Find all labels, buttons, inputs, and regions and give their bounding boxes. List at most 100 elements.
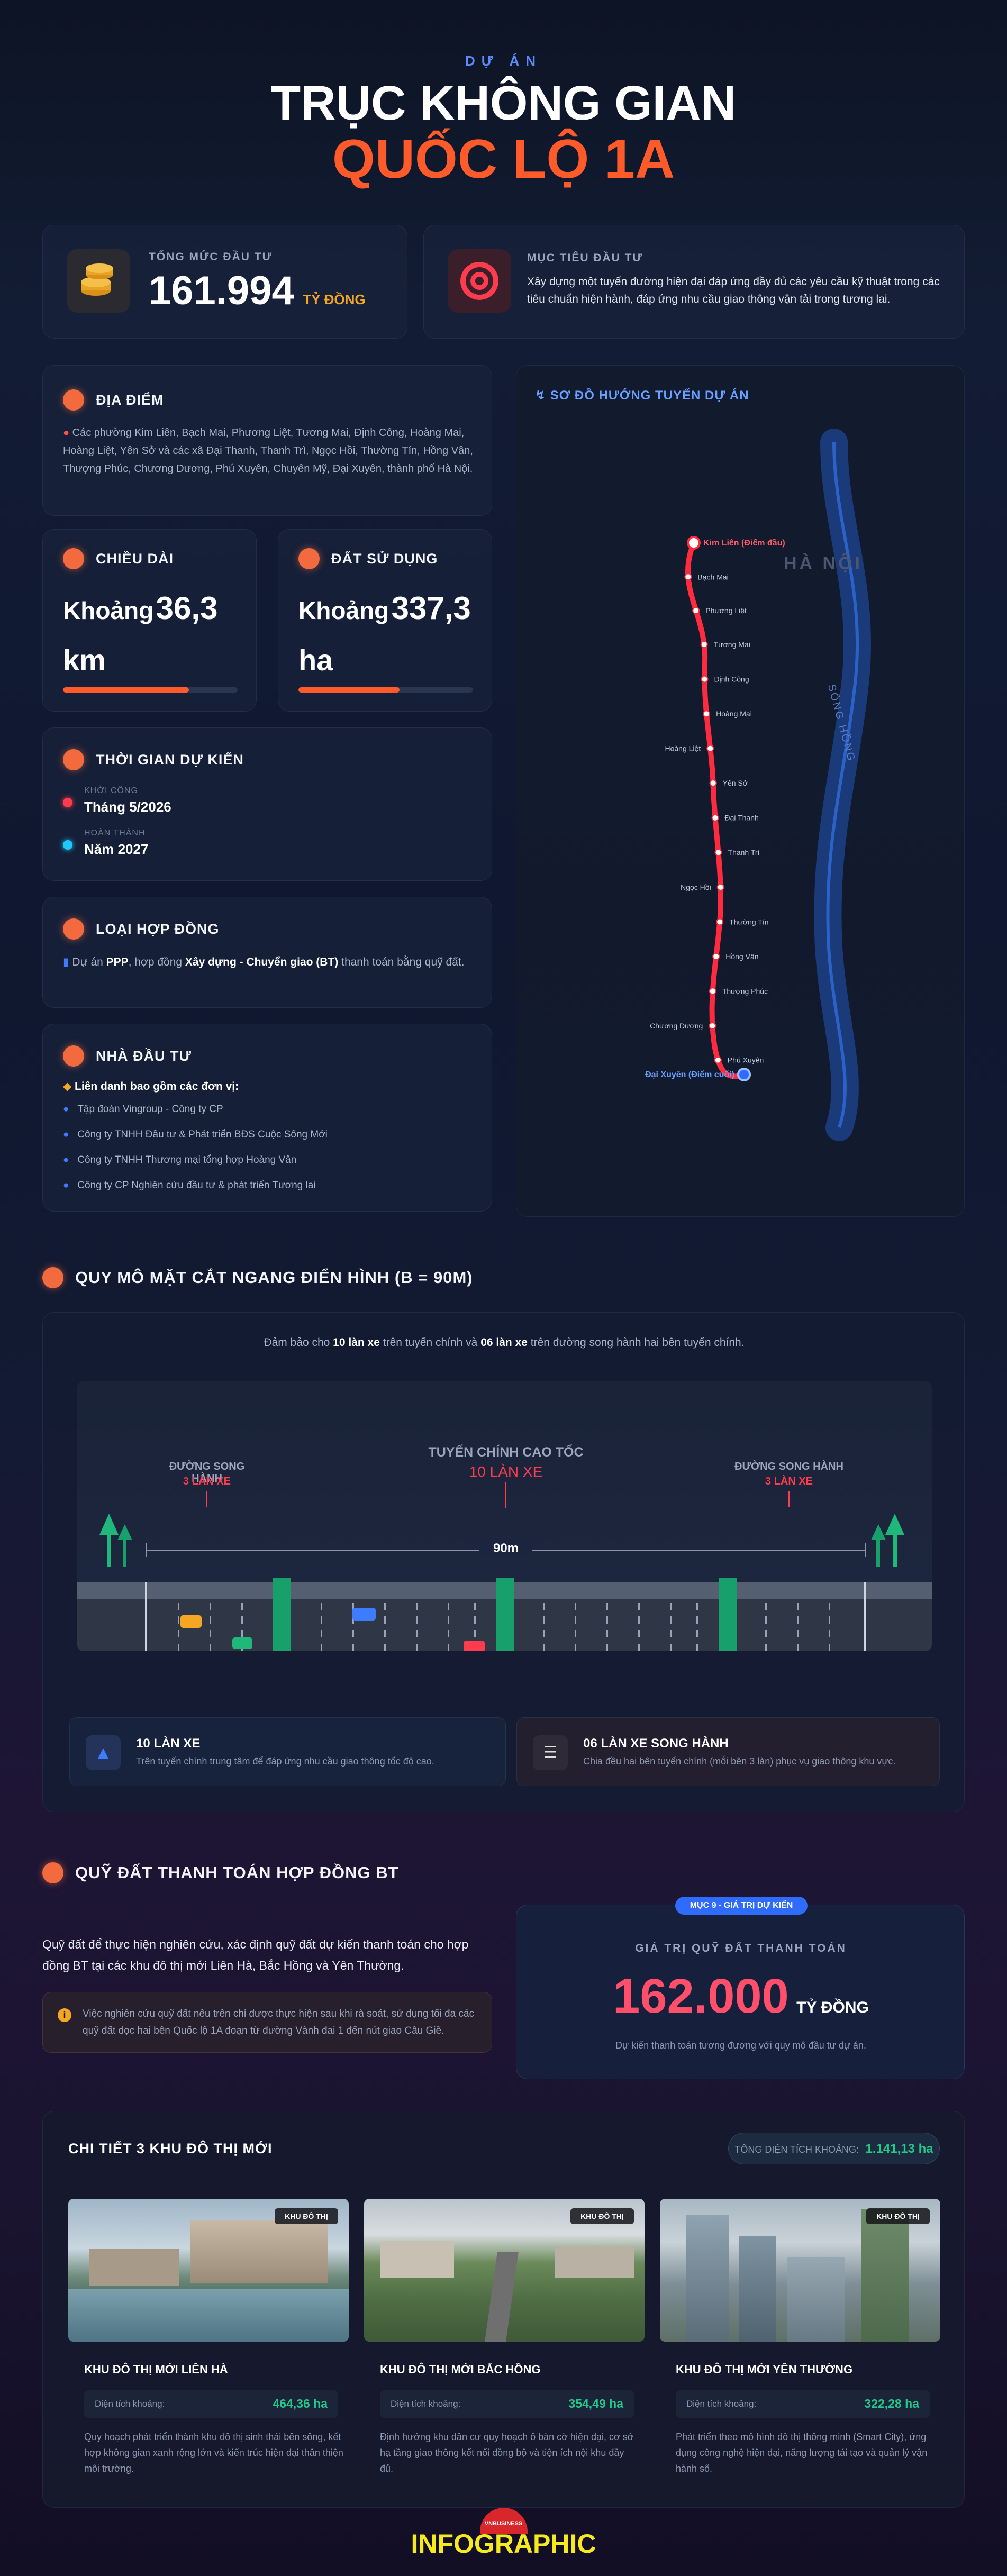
investor-name: Tập đoàn Vingroup - Công ty CP [77,1104,223,1115]
land-progress-fill [298,687,400,693]
list-item: ● Công ty CP Nghiên cứu đầu tư & phát tr… [63,1180,316,1191]
lane-dash [829,1644,830,1651]
route-stop-dot [737,1068,751,1081]
right-marker-line [788,1491,790,1507]
investors-intro: Liên danh bao gồm các đơn vị: [75,1080,239,1093]
water-shape [68,2289,349,2342]
page-title: TRỤC KHÔNG GIAN [270,76,737,130]
lane-dash [321,1630,322,1637]
lane-dash [352,1644,354,1651]
land-title: ĐẤT SỬ DỤNG [331,550,438,567]
route-stop-label: Thanh Trì [728,848,760,857]
contract-text-4: Xây dựng - Chuyển giao (BT) [185,956,339,968]
zone-area-box: Diện tích khoảng: 464,36 ha [84,2390,338,2418]
median-strip [496,1578,514,1651]
lane-dash [606,1616,608,1624]
zone-tag: KHU ĐÔ THỊ [570,2208,634,2224]
lane-dash [210,1630,211,1637]
investors-list: ● Tập đoàn Vingroup - Công ty CP ● Công … [63,1104,481,1205]
lane-dash [416,1603,418,1610]
building-shape [190,2220,328,2283]
car-icon [464,1641,485,1651]
lane-dash [178,1630,179,1637]
lane-dash [321,1644,322,1651]
length-progress-track [63,687,238,693]
location-header: ĐỊA ĐIỂM [63,389,164,411]
bt-value-label: GIÁ TRỊ QUỸ ĐẤT THANH TOÁN [635,1942,847,1954]
road-icon: ▲ [86,1735,121,1770]
lane-dash [384,1603,386,1610]
lane-dash [638,1616,640,1624]
lane-dash [416,1630,418,1637]
length-value-block: Khoảng 36,3 km [63,587,243,690]
investment-label: TỔNG MỨC ĐẦU TƯ [149,251,273,263]
zones-total-label: TỔNG DIỆN TÍCH KHOẢNG: [734,2144,859,2155]
start-label: KHỞI CÔNG [84,786,138,795]
lane-dash [797,1630,799,1637]
info2-title: 06 LÀN XE SONG HÀNH [583,1736,729,1751]
bullet-dot-icon [63,389,84,411]
zone-name: KHU ĐÔ THỊ MỚI YÊN THƯỜNG [676,2363,853,2376]
route-stop-label: Bạch Mai [697,572,728,581]
investment-value-row: 161.994 TỶ ĐỒNG [149,268,366,314]
lane-dash [543,1630,545,1637]
investment-unit: TỶ ĐỒNG [303,292,366,307]
parallel-road-icon: ☰ [533,1735,568,1770]
location-text-wrap: ● Các phường Kim Liên, Bạch Mai, Phương … [63,424,481,478]
lane-dash [352,1603,354,1610]
bt-value-note: Dự kiến thanh toán tương đương với quy m… [615,2040,866,2051]
lane-dash [670,1644,672,1651]
end-label: HOÀN THÀNH [84,829,146,838]
land-prefix: Khoảng [298,597,389,624]
cross-intro-4: 06 làn xe [480,1336,528,1349]
zone-area-label: Diện tích khoảng: [686,2399,757,2409]
car-icon [232,1637,252,1649]
lane-dash [606,1630,608,1637]
tree-icon [99,1514,132,1567]
tree-icon [871,1514,904,1567]
tower-shape [861,2209,909,2342]
zone-area-value: 464,36 ha [273,2397,328,2410]
lane-dash [696,1644,698,1651]
length-unit: km [63,643,106,677]
zone-desc: Quy hoạch phát triển thành khu đô thị si… [84,2432,343,2474]
length-progress-fill [63,687,189,693]
route-stop-dot [714,1056,722,1064]
zone-card-yen-thuong: KHU ĐÔ THỊ KHU ĐÔ THỊ MỚI YÊN THƯỜNG Diệ… [660,2199,940,2479]
start-value: Tháng 5/2026 [84,799,171,815]
lane-dash [670,1630,672,1637]
lane-dash [765,1616,767,1624]
goal-text: Xây dựng một tuyến đường hiện đại đáp ứn… [527,276,940,305]
left-road-label: ĐƯỜNG SONG HÀNH [169,1461,245,1485]
zone-area-label: Diện tích khoảng: [95,2399,165,2409]
cross-section-card: Đảm bảo cho 10 làn xe trên tuyến chính v… [42,1312,965,1812]
lane-dash [797,1603,799,1610]
lane-dash [321,1616,322,1624]
center-road-lanes: 10 LÀN XE [469,1463,543,1480]
handshake-icon: ◆ [63,1080,72,1093]
building-shape [380,2241,454,2278]
lane-dash [543,1644,545,1651]
route-stop-dot [714,849,722,857]
zone-desc: Định hướng khu dân cư quy hoạch ô bàn cờ… [380,2432,634,2474]
median-strip [273,1578,291,1651]
land-card: ĐẤT SỬ DỤNG Khoảng 337,3 ha [278,529,492,712]
info-icon: i [58,2008,71,2022]
lane-dash [241,1630,243,1637]
route-stop-label: Chương Dương [650,1022,703,1030]
tower-shape [739,2236,776,2342]
page-title-accent: QUỐC LỘ 1A [332,129,675,190]
zone-tag: KHU ĐÔ THỊ [275,2208,338,2224]
lane-dash [178,1603,179,1610]
zones-title: CHI TIẾT 3 KHU ĐÔ THỊ MỚI [68,2141,273,2156]
bullet-dot-icon [298,548,320,569]
lane-dash [178,1616,179,1624]
info1-title: 10 LÀN XE [136,1736,201,1751]
investment-value: 161.994 [149,268,294,313]
car-icon [352,1608,376,1621]
lane-dash [384,1644,386,1651]
goal-card: MỤC TIÊU ĐẦU TƯ Xây dựng một tuyến đường… [423,225,965,339]
length-card: CHIỀU DÀI Khoảng 36,3 km [42,529,257,712]
land-value: 337,3 [391,590,471,626]
lane-dash [241,1616,243,1624]
